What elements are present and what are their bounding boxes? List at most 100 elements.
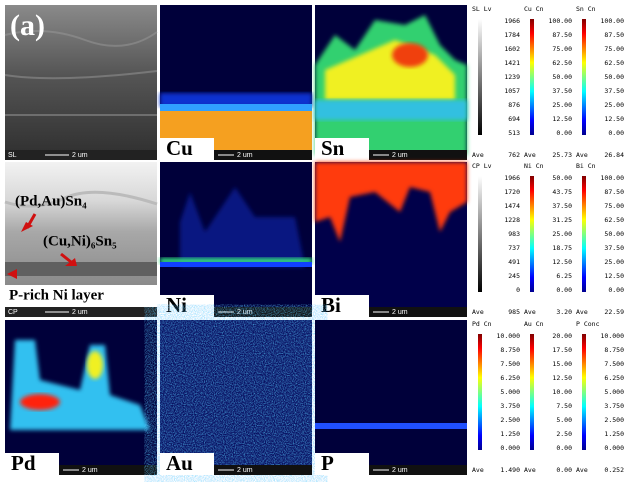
element-label: Bi (321, 293, 341, 317)
colorbar (530, 334, 534, 450)
scale-text: 2 um (237, 152, 253, 159)
colorbar (582, 334, 586, 450)
colorbar-tick: 0.00 (556, 286, 572, 294)
colorbar (478, 334, 482, 450)
element-label: P (321, 451, 334, 475)
scale-text: 2 um (237, 467, 253, 474)
colorbar-tick: 87.50 (552, 31, 572, 39)
colorbar-header: Bi Cn (576, 162, 596, 170)
ave-label: Ave (472, 151, 484, 159)
colorbar-tick: 25.00 (604, 101, 624, 109)
colorbar-tick: 15.00 (552, 360, 572, 368)
colorbar-tick: 1228 (504, 216, 520, 224)
colorbar-tick: 0.00 (608, 129, 624, 137)
ave-value: 1.490 (500, 466, 520, 474)
colorbar-tick: 62.50 (604, 216, 624, 224)
colorbar (530, 176, 534, 292)
detector: SL (8, 152, 17, 159)
element-label: Ni (166, 293, 187, 317)
ave-label: Ave (576, 151, 588, 159)
colorbar-tick: 0.00 (556, 129, 572, 137)
ave-value: 0.252 (604, 466, 624, 474)
colorbar-tick: 100.00 (549, 17, 573, 25)
colorbar-tick: 12.50 (604, 115, 624, 123)
colorbar-tick: 50.00 (552, 174, 572, 182)
ave-label: Ave (524, 308, 536, 316)
element-label: Au (166, 451, 193, 475)
colorbar-tick: 12.50 (604, 272, 624, 280)
colorbar-tick: 1.250 (604, 430, 624, 438)
colorbar (478, 19, 482, 135)
colorbar-tick: 50.00 (552, 73, 572, 81)
ave-label: Ave (524, 466, 536, 474)
layer (315, 100, 467, 120)
colorbar-tick: 694 (508, 115, 520, 123)
colorbar-tick: 1057 (504, 87, 520, 95)
colorbar-tick: 1784 (504, 31, 520, 39)
colorbar-tick: 10.000 (601, 332, 625, 340)
colorbar-tick: 12.50 (552, 374, 572, 382)
colorbar-tick: 31.25 (552, 216, 572, 224)
colorbar-tick: 25.00 (552, 230, 572, 238)
colorbar-tick: 6.250 (500, 374, 520, 382)
detector: CP (8, 309, 18, 316)
colorbar-tick: 1.250 (500, 430, 520, 438)
scale-text: 2 um (392, 152, 408, 159)
annotation: (Cu,Ni)₆Sn₅ (43, 233, 117, 249)
colorbar-tick: 5.000 (604, 388, 624, 396)
colorbar-header: Sn Cn (576, 5, 596, 13)
element-label: Sn (321, 136, 345, 160)
colorbar-tick: 1966 (504, 17, 520, 25)
colorbar-tick: 1421 (504, 59, 520, 67)
colorbar-tick: 8.750 (604, 346, 624, 354)
colorbar-tick: 100.00 (601, 17, 625, 25)
colorbar-tick: 2.50 (556, 430, 572, 438)
colorbar-tick: 7.500 (500, 360, 520, 368)
colorbar-tick: 62.50 (604, 59, 624, 67)
colorbar-tick: 6.250 (604, 374, 624, 382)
colorbar (582, 19, 586, 135)
map-bg (315, 320, 467, 475)
colorbar-tick: 10.000 (497, 332, 521, 340)
colorbar-tick: 87.50 (604, 188, 624, 196)
colorbar-tick: 100.00 (601, 174, 625, 182)
colorbar-tick: 50.00 (604, 230, 624, 238)
colorbar-tick: 983 (508, 230, 520, 238)
annotation: P-rich Ni layer (9, 287, 104, 303)
blob (392, 43, 428, 67)
colorbar-tick: 5.00 (556, 416, 572, 424)
ave-label: Ave (576, 308, 588, 316)
colorbar-tick: 18.75 (552, 244, 572, 252)
ave-value: 3.20 (556, 308, 572, 316)
element-label: Pd (11, 451, 36, 475)
colorbar-tick: 0 (516, 286, 520, 294)
colorbar-tick: 37.50 (552, 87, 572, 95)
colorbar-tick: 245 (508, 272, 520, 280)
colorbar-tick: 25.00 (552, 101, 572, 109)
scale-text: 2 um (72, 309, 88, 316)
figure: SL2 umCu2 umSn2 umCP2 umNi2 umBi2 umPd2 … (0, 0, 627, 482)
colorbar-tick: 37.50 (604, 87, 624, 95)
colorbar-tick: 75.00 (552, 45, 572, 53)
colorbar-tick: 10.00 (552, 388, 572, 396)
colorbar-tick: 0.000 (604, 444, 624, 452)
colorbar-tick: 12.50 (552, 115, 572, 123)
layer (160, 104, 312, 112)
ave-label: Ave (472, 308, 484, 316)
colorbar-tick: 8.750 (500, 346, 520, 354)
colorbar-tick: 1966 (504, 174, 520, 182)
ave-value: 26.84 (604, 151, 624, 159)
colorbar-tick: 0.000 (500, 444, 520, 452)
colorbar-tick: 17.50 (552, 346, 572, 354)
scale-text: 2 um (237, 309, 253, 316)
colorbar-header: Au Cn (524, 320, 544, 328)
colorbar-tick: 513 (508, 129, 520, 137)
colorbar-tick: 43.75 (552, 188, 572, 196)
scale-text: 2 um (392, 309, 408, 316)
ave-value: 762 (508, 151, 520, 159)
colorbar-tick: 12.50 (552, 258, 572, 266)
colorbar-tick: 1602 (504, 45, 520, 53)
colorbar-tick: 25.00 (604, 258, 624, 266)
colorbar-tick: 20.00 (552, 332, 572, 340)
colorbar-tick: 75.00 (604, 202, 624, 210)
